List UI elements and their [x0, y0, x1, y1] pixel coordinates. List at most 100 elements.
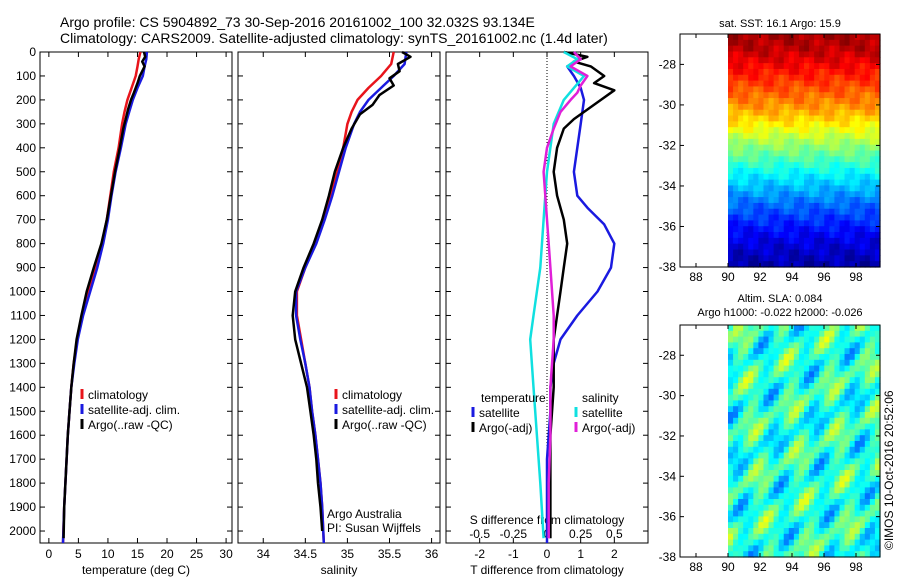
heatmap-cell [874, 522, 881, 529]
heatmap-cell [839, 220, 846, 227]
heatmap-cell [874, 388, 881, 396]
heatmap-cell [763, 179, 770, 187]
heatmap-cell [773, 400, 780, 407]
heatmap-cell [844, 133, 851, 140]
heatmap-cell [849, 185, 856, 192]
heatmap-cell [768, 167, 775, 175]
heatmap-cell [809, 510, 815, 517]
heatmap-cell [768, 179, 775, 187]
heatmap-cell [773, 388, 780, 396]
heatmap-cell [874, 394, 881, 401]
heatmap-cell [859, 255, 866, 262]
heatmap-cell [768, 133, 775, 140]
heatmap-cell [783, 74, 790, 82]
heatmap-cell [834, 388, 841, 396]
heatmap-cell [829, 127, 835, 134]
heatmap-cell [778, 383, 785, 390]
heatmap-cell [824, 92, 830, 99]
heatmap-cell [859, 533, 866, 541]
x-axis-label: salinity [321, 563, 358, 577]
heatmap-cell [869, 138, 876, 146]
heatmap-cell [819, 504, 825, 512]
heatmap-cell [783, 261, 790, 268]
heatmap-cell [804, 45, 810, 53]
heatmap-cell [859, 51, 866, 58]
heatmap-cell [854, 74, 861, 82]
heatmap-cell [728, 226, 734, 233]
x-tick-label: 15 [131, 547, 145, 561]
heatmap-cell [804, 406, 810, 413]
heatmap-cell [864, 243, 871, 251]
heatmap-cell [793, 452, 800, 459]
heatmap-cell [834, 92, 841, 99]
heatmap-cell [869, 220, 876, 227]
heatmap-cell [864, 232, 871, 239]
heatmap-cell [869, 545, 876, 552]
heatmap-cell [738, 220, 744, 227]
heatmap-cell [859, 423, 866, 430]
heatmap-cell [874, 86, 881, 93]
heatmap-cell [788, 156, 795, 163]
heatmap-cell [824, 336, 830, 343]
heatmap-cell [809, 197, 815, 204]
heatmap-cell [804, 162, 810, 169]
heatmap-cell [743, 63, 749, 70]
heatmap-cell [854, 39, 861, 47]
heatmap-cell [809, 383, 815, 390]
heatmap-cell [809, 330, 815, 338]
heatmap-cell [804, 435, 810, 442]
heatmap-cell [728, 179, 734, 187]
heatmap-cell [763, 470, 770, 477]
heatmap-cell [728, 63, 734, 70]
heatmap-cell [824, 504, 830, 512]
heatmap-cell [829, 202, 835, 210]
heatmap-cell [763, 423, 770, 430]
heatmap-cell [809, 179, 815, 187]
heatmap-cell [839, 226, 846, 233]
heatmap-cell [804, 150, 810, 157]
heatmap-cell [834, 348, 841, 355]
heatmap-cell [849, 173, 856, 181]
heatmap-cell [829, 388, 835, 396]
heatmap-cell [768, 371, 775, 378]
heatmap-cell [874, 383, 881, 390]
heatmap-cell [809, 74, 815, 82]
heatmap-cell [819, 103, 825, 111]
heatmap-cell [728, 202, 734, 210]
heatmap-cell [864, 226, 871, 233]
heatmap-cell [824, 388, 830, 396]
heatmap-cell [758, 243, 765, 251]
heatmap-cell [804, 133, 810, 140]
heatmap-cell [768, 458, 775, 465]
heatmap-cell [773, 98, 780, 105]
heatmap-cell [753, 348, 759, 355]
heatmap-cell [783, 144, 790, 152]
heatmap-cell [824, 365, 830, 372]
heatmap-cell [809, 545, 815, 552]
heatmap-cell [854, 34, 861, 41]
heatmap-cell [834, 365, 841, 372]
heatmap-cell [829, 504, 835, 512]
heatmap-cell [733, 261, 739, 268]
heatmap-cell [844, 115, 851, 122]
heatmap-cell [869, 226, 876, 233]
heatmap-cell [804, 243, 810, 251]
heatmap-cell [809, 446, 815, 454]
heatmap-cell [869, 336, 876, 343]
heatmap-cell [854, 86, 861, 93]
heatmap-cell [839, 458, 846, 465]
heatmap-cell [819, 133, 825, 140]
heatmap-cell [773, 330, 780, 338]
heatmap-cell [753, 429, 759, 436]
heatmap-cell [758, 371, 765, 378]
heatmap-cell [859, 539, 866, 546]
heatmap-cell [874, 39, 881, 47]
heatmap-cell [844, 412, 851, 419]
heatmap-cell [733, 441, 739, 448]
heatmap-cell [829, 359, 835, 367]
x-tick-label: 0 [46, 547, 53, 561]
heatmap-cell [748, 470, 754, 477]
legend-entry: Argo(..raw -QC) [342, 418, 427, 432]
heatmap-cell [829, 74, 835, 82]
heatmap-cell [819, 458, 825, 465]
